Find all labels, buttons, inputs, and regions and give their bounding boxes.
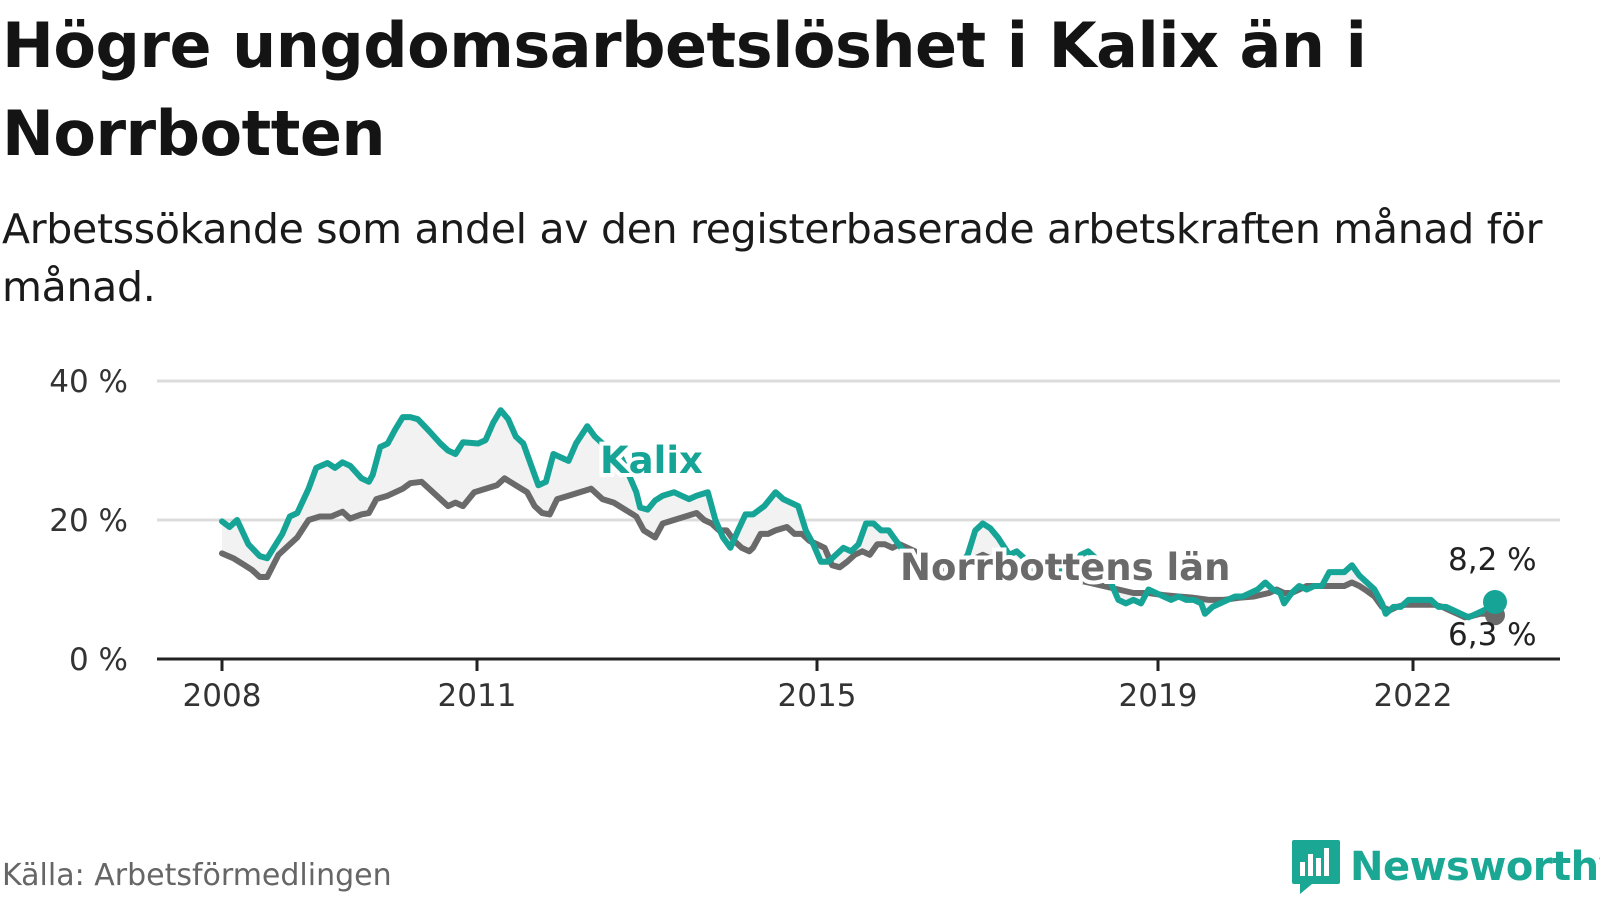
y-tick-label: 20 %	[49, 503, 128, 539]
end-label-kalix: 8,2 %	[1448, 542, 1537, 578]
x-tick-label: 2015	[778, 678, 857, 714]
series-label-kalix: Kalix	[600, 439, 703, 482]
x-tick-label: 2011	[438, 678, 517, 714]
series-area	[219, 407, 1507, 626]
newsworthy-logo-icon	[1292, 840, 1340, 894]
x-tick-label: 2022	[1374, 678, 1453, 714]
y-tick-label: 40 %	[49, 364, 128, 400]
series-line-kalix	[219, 407, 1498, 621]
y-gridlines	[157, 379, 1560, 522]
chart-title: Högre ungdomsarbetslöshet i Kalix än i N…	[2, 9, 1367, 170]
series-label-norrbotten: Norrbottens län	[900, 546, 1231, 589]
end-label-norrbotten: 6,3 %	[1448, 617, 1537, 653]
brand-name: Newsworthy	[1350, 844, 1600, 890]
end-point-kalix	[1483, 590, 1507, 615]
x-tick-label: 2019	[1119, 678, 1198, 714]
source-note: Källa: Arbetsförmedlingen	[2, 858, 392, 893]
x-axis: 2008 2011 2015 2019 2022	[157, 657, 1560, 714]
y-tick-label: 0 %	[69, 642, 128, 678]
newsworthy-logo[interactable]: Newsworthy	[1290, 838, 1600, 896]
y-axis: 0 % 20 % 40 %	[49, 364, 128, 678]
x-tick-label: 2008	[183, 678, 262, 714]
chart-subtitle: Arbetssökande som andel av den registerb…	[2, 205, 1543, 311]
series-labels: Kalix Norrbottens län 8,2 % 6,3 %	[596, 435, 1537, 653]
